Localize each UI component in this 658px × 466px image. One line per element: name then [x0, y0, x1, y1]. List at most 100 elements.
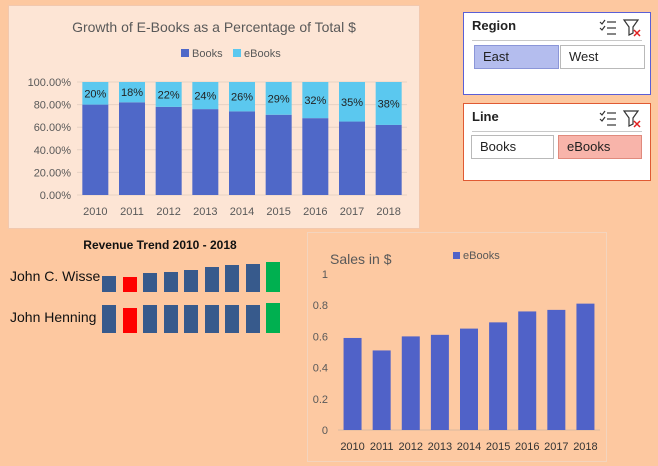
bar-ebooks[interactable] — [343, 337, 362, 430]
bar-books[interactable] — [192, 109, 219, 195]
x-tick-label: 2011 — [120, 206, 144, 218]
y-tick-label: 0.4 — [313, 363, 328, 375]
x-tick-label: 2016 — [303, 206, 327, 218]
bar-books[interactable] — [339, 121, 365, 195]
slicer-item-east[interactable]: East — [474, 45, 559, 69]
sparkline-bar — [122, 277, 137, 292]
sparkline-row-label: John Henning — [10, 309, 97, 325]
bar-ebooks[interactable] — [375, 82, 402, 125]
revenue-sparklines: Revenue Trend 2010 - 2018 John C. Wisse … — [0, 230, 300, 340]
multi-select-icon[interactable] — [598, 17, 642, 37]
bar-ebooks[interactable] — [229, 82, 255, 112]
bar-ebooks[interactable] — [372, 350, 391, 430]
slicer-title: Line — [472, 109, 499, 124]
bar-ebooks[interactable] — [302, 82, 329, 119]
bar-books[interactable] — [229, 111, 255, 195]
data-label: 32% — [304, 95, 326, 107]
bar-books[interactable] — [375, 124, 402, 195]
slicer-item-ebooks[interactable]: eBooks — [558, 135, 642, 159]
ebook-percentage-chart[interactable]: Growth of E-Books as a Percentage of Tot… — [8, 5, 420, 229]
slicer-divider — [472, 40, 642, 41]
sparkline-bar — [204, 267, 219, 292]
y-tick-label: 20.00% — [34, 167, 72, 179]
bar-books[interactable] — [302, 118, 329, 195]
y-tick-label: 1 — [322, 269, 328, 281]
bar-ebooks[interactable] — [82, 82, 109, 105]
y-tick-label: 0.2 — [313, 394, 328, 406]
chart-title: Sales in $ — [330, 251, 392, 267]
bar-ebooks[interactable] — [401, 336, 420, 430]
sparkline-bar — [143, 304, 157, 333]
bar-ebooks[interactable] — [460, 328, 478, 430]
sparkline-bar — [184, 269, 198, 292]
y-tick-label: 0.8 — [313, 300, 328, 312]
y-tick-label: 80.00% — [34, 100, 72, 112]
y-tick-label: 40.00% — [34, 145, 72, 157]
y-tick-label: 0.6 — [313, 331, 328, 343]
x-tick-label: 2013 — [193, 206, 217, 218]
legend-books-swatch — [181, 49, 189, 57]
slicer-divider — [472, 131, 642, 132]
legend-ebooks-label: eBooks — [244, 48, 281, 60]
bar-ebooks[interactable] — [430, 334, 449, 430]
y-tick-label: 100.00% — [28, 77, 72, 89]
legend-ebooks-swatch — [453, 252, 460, 259]
sparkline-bar — [245, 263, 260, 292]
sparkline-bar — [245, 304, 260, 333]
x-tick-label: 2010 — [83, 206, 107, 218]
data-label: 35% — [341, 97, 363, 109]
sparkline-bar — [266, 303, 280, 333]
x-tick-label: 2014 — [230, 206, 254, 218]
x-tick-label: 2012 — [399, 441, 423, 453]
sparkline-bar — [102, 275, 116, 292]
sales-chart[interactable]: Sales in $ eBooks 0 0.2 0.4 0.6 0.8 1 2010 2011… — [307, 232, 607, 462]
region-slicer[interactable]: Region East West — [463, 12, 651, 95]
y-tick-label: 0 — [322, 425, 328, 437]
data-label: 26% — [231, 92, 253, 104]
bar-ebooks[interactable] — [119, 82, 145, 103]
chart-title: Growth of E-Books as a Percentage of Tot… — [72, 19, 356, 35]
bar-ebooks[interactable] — [489, 322, 508, 430]
sales-chart-svg: Sales in $ eBooks 0 0.2 0.4 0.6 0.8 1 2010 2011… — [313, 250, 600, 453]
sparkline-bar — [102, 304, 116, 333]
bar-ebooks[interactable] — [155, 82, 182, 107]
bar-ebooks[interactable] — [547, 309, 566, 430]
bar-ebooks[interactable] — [576, 303, 595, 430]
sparkline-bar — [163, 271, 178, 292]
bar-ebooks[interactable] — [518, 311, 537, 430]
x-tick-label: 2013 — [428, 441, 452, 453]
data-label: 29% — [268, 93, 290, 105]
line-slicer[interactable]: Line Books eBooks — [463, 103, 651, 181]
multi-select-icon[interactable] — [598, 108, 642, 128]
slicer-title: Region — [472, 18, 517, 33]
bar-books[interactable] — [265, 114, 292, 195]
x-tick-label: 2017 — [340, 206, 364, 218]
data-label: 18% — [121, 87, 143, 99]
bar-ebooks[interactable] — [265, 82, 292, 115]
x-tick-label: 2016 — [515, 441, 539, 453]
slicer-item-books[interactable]: Books — [471, 135, 554, 159]
legend-ebooks-label: eBooks — [463, 250, 500, 262]
ebook-percentage-chart-svg: Growth of E-Books as a Percentage of Tot… — [28, 19, 407, 218]
bar-books[interactable] — [119, 102, 145, 195]
sparkline-bar — [163, 304, 178, 333]
data-label: 38% — [378, 98, 400, 110]
x-tick-label: 2017 — [544, 441, 568, 453]
x-tick-label: 2012 — [156, 206, 180, 218]
x-tick-label: 2011 — [370, 441, 394, 453]
legend-ebooks-swatch — [233, 49, 241, 57]
bar-ebooks[interactable] — [192, 82, 219, 110]
y-tick-label: 60.00% — [34, 122, 72, 134]
data-label: 20% — [84, 88, 106, 100]
bar-ebooks[interactable] — [339, 82, 365, 122]
y-tick-label: 0.00% — [40, 190, 71, 202]
x-tick-label: 2018 — [573, 441, 597, 453]
slicer-item-west[interactable]: West — [560, 45, 645, 69]
bar-books[interactable] — [155, 106, 182, 195]
sparkline-bar — [204, 304, 219, 333]
sparkline-title: Revenue Trend 2010 - 2018 — [83, 238, 237, 252]
sparkline-row-label: John C. Wisse — [10, 268, 101, 284]
bar-books[interactable] — [82, 104, 109, 195]
x-tick-label: 2015 — [486, 441, 510, 453]
sparkline-bar — [266, 262, 280, 292]
